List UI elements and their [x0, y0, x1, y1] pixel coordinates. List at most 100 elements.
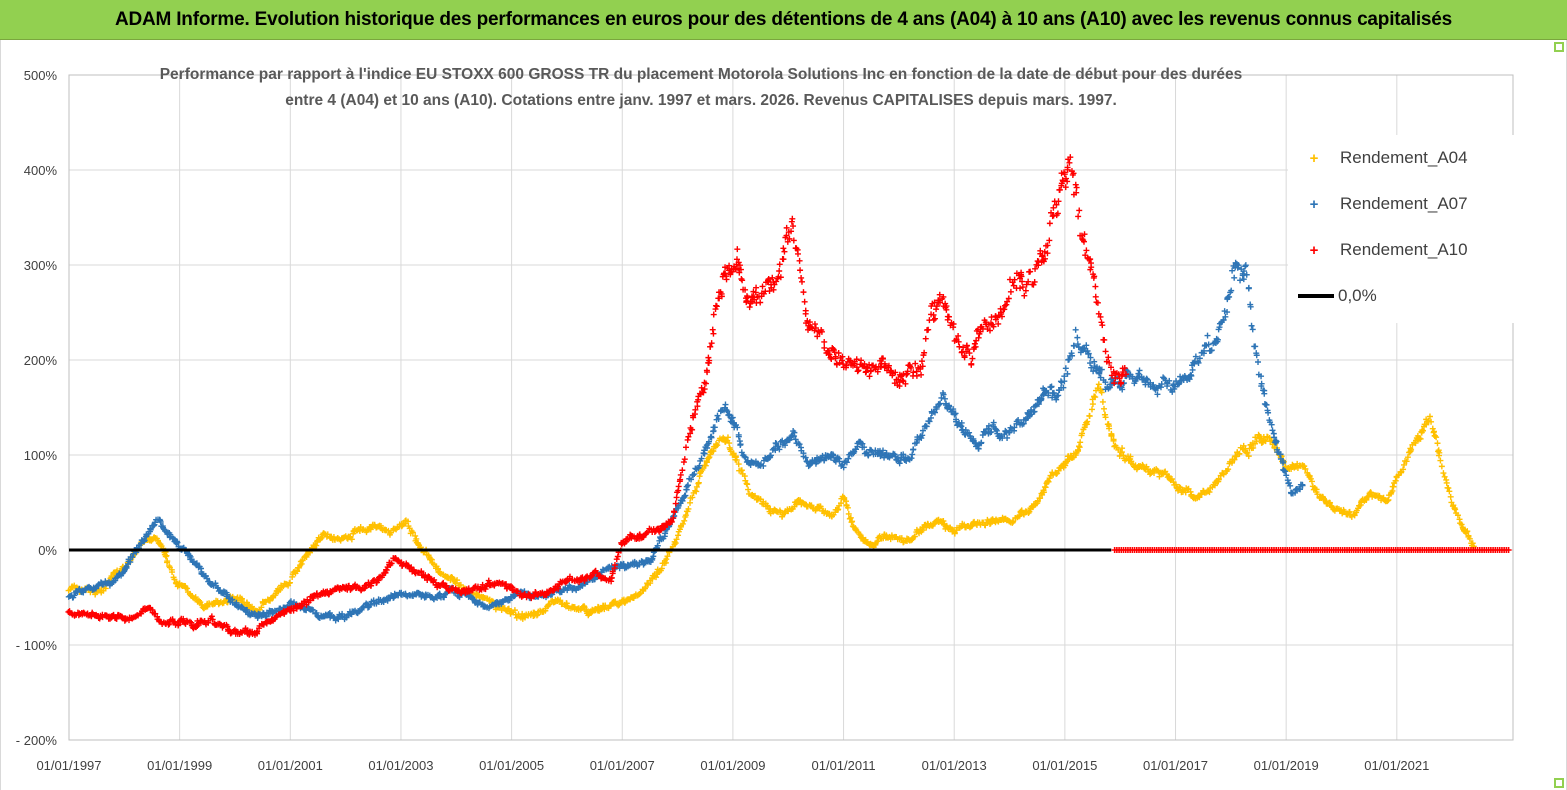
series-marker-a04	[1447, 493, 1454, 500]
series-marker-a07	[938, 394, 945, 401]
series-marker-a10	[777, 274, 784, 281]
series-marker-a07	[1283, 472, 1290, 479]
x-tick-label: 01/01/2015	[1032, 758, 1097, 773]
series-marker-a04	[1245, 453, 1252, 460]
series-marker-a07	[1158, 381, 1165, 388]
series-marker-a07	[776, 446, 783, 453]
series-marker-a10	[776, 267, 783, 274]
series-marker-a07	[1240, 276, 1247, 283]
series-marker-a10	[1022, 287, 1029, 294]
series-marker-a04	[681, 517, 688, 524]
series-marker-a07	[708, 433, 715, 440]
series-marker-a10	[987, 327, 994, 334]
series-marker-a07	[1242, 262, 1249, 269]
series-marker-a10	[874, 368, 881, 375]
series-marker-a04	[1346, 509, 1353, 516]
series-marker-a10	[65, 608, 72, 615]
series-marker-a07	[1196, 355, 1203, 362]
legend-marker-a04: +	[1309, 149, 1319, 167]
series-marker-a04	[317, 535, 324, 542]
series-marker-a10	[1081, 231, 1088, 238]
series-marker-a10	[802, 310, 809, 317]
series-marker-a10	[1035, 258, 1042, 265]
series-marker-a04	[1154, 467, 1161, 474]
series-marker-a07	[1072, 326, 1079, 333]
series-marker-a07	[1228, 287, 1235, 294]
series-marker-a10	[671, 509, 678, 516]
series-marker-a10	[466, 588, 473, 595]
series-marker-a04	[1434, 440, 1441, 447]
series-marker-a10	[879, 355, 886, 362]
series-marker-a10	[746, 304, 753, 311]
series-marker-a04	[724, 434, 731, 441]
series-marker-a04	[745, 486, 752, 493]
series-marker-a10	[1091, 273, 1098, 280]
series-marker-a04	[163, 552, 170, 559]
series-marker-a10	[1042, 255, 1049, 262]
series-marker-a07	[1066, 356, 1073, 363]
series-marker-a10	[1046, 237, 1053, 244]
series-marker-a07	[1166, 377, 1173, 384]
series-marker-a10	[1039, 252, 1046, 259]
series-marker-a04	[735, 461, 742, 468]
x-tick-label: 01/01/2001	[258, 758, 323, 773]
series-marker-a04	[1092, 394, 1099, 401]
series-marker-a07	[129, 554, 136, 561]
series-marker-a10	[1061, 171, 1068, 178]
series-marker-a07	[1269, 427, 1276, 434]
series-marker-a07	[1258, 383, 1265, 390]
series-marker-a10	[972, 343, 979, 350]
series-marker-a10	[861, 361, 868, 368]
series-marker-a04	[546, 601, 553, 608]
series-marker-a10	[1073, 184, 1080, 191]
series-marker-a07	[1237, 277, 1244, 284]
series-marker-a07	[244, 607, 251, 614]
series-marker-a10	[1027, 268, 1034, 275]
series-marker-a04	[171, 576, 178, 583]
series-marker-a07	[735, 431, 742, 438]
series-marker-a10	[912, 360, 919, 367]
series-marker-a04	[636, 590, 643, 597]
series-marker-a10	[611, 561, 618, 568]
series-marker-a07	[1279, 458, 1286, 465]
series-marker-a07	[919, 427, 926, 434]
series-marker-a07	[224, 591, 231, 598]
series-marker-a04	[1308, 478, 1315, 485]
series-marker-a10	[1037, 247, 1044, 254]
series-marker-a10	[781, 248, 788, 255]
series-marker-a04	[856, 531, 863, 538]
y-tick-label: 0%	[38, 543, 57, 558]
series-marker-a07	[975, 445, 982, 452]
series-marker-a04	[1435, 448, 1442, 455]
series-marker-a07	[147, 526, 154, 533]
series-marker-a10	[1087, 256, 1094, 263]
legend-item-a07: + Rendement_A07	[1288, 189, 1468, 219]
series-marker-a04	[1225, 466, 1232, 473]
series-marker-a04	[726, 444, 733, 451]
series-marker-a07	[953, 418, 960, 425]
series-marker-a10	[710, 311, 717, 318]
series-marker-a04	[1446, 488, 1453, 495]
x-tick-label: 01/01/2011	[812, 758, 876, 773]
series-marker-a10	[966, 350, 973, 357]
series-marker-a10	[1123, 371, 1130, 378]
series-marker-a10	[1030, 281, 1037, 288]
series-marker-a04	[1075, 443, 1082, 450]
series-marker-a10	[913, 372, 920, 379]
series-marker-a07	[1214, 336, 1221, 343]
series-marker-a10	[705, 360, 712, 367]
series-marker-a07	[723, 406, 730, 413]
series-marker-a07	[1239, 270, 1246, 277]
series-marker-a04	[1010, 518, 1017, 525]
series-marker-a10	[555, 585, 562, 592]
series-marker-a04	[672, 540, 679, 547]
series-marker-a10	[684, 436, 691, 443]
series-marker-a10	[685, 433, 692, 440]
series-marker-a04	[1327, 499, 1334, 506]
series-marker-a04	[1077, 439, 1084, 446]
series-marker-a10	[794, 250, 801, 257]
series-a07	[65, 259, 1306, 624]
series-marker-a04	[1102, 414, 1109, 421]
legend-marker-a07: +	[1309, 195, 1319, 213]
series-marker-a07	[1222, 313, 1229, 320]
